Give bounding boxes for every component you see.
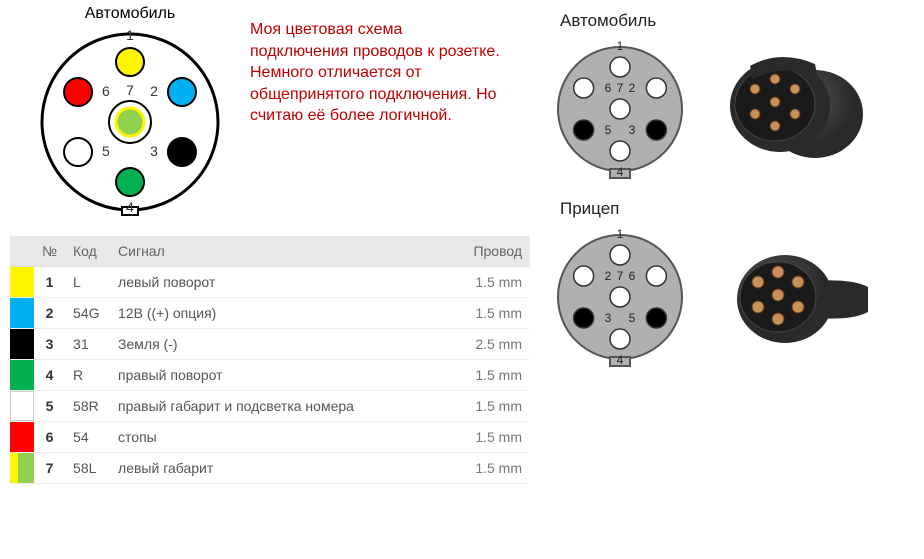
socket-photo [720,44,870,174]
table-row: 4Rправый поворот1.5 mm [10,360,530,391]
svg-text:6: 6 [629,269,636,283]
svg-text:7: 7 [617,269,624,283]
svg-text:3: 3 [150,143,158,159]
table-header: Код [65,236,110,267]
ref-car-diagram: 1 2 3 4 5 67 [550,39,690,179]
description-text: Моя цветовая схема подключения проводов … [250,5,500,222]
svg-text:4: 4 [617,165,624,179]
ref-title-trailer: Прицеп [560,199,914,219]
ref-group-trailer: Прицеп 1 6 5 4 3 27 [550,199,914,367]
wiring-table: №КодСигналПровод 1Lлевый поворот1.5 mm25… [10,236,530,484]
svg-text:2: 2 [150,83,158,99]
table-row: 1Lлевый поворот1.5 mm [10,267,530,298]
svg-text:4: 4 [126,199,134,215]
table-header: Провод [460,236,530,267]
svg-text:5: 5 [629,311,636,325]
table-header [10,236,34,267]
svg-text:5: 5 [605,123,612,137]
ref-title-car: Автомобиль [560,11,914,31]
svg-text:1: 1 [617,39,624,53]
ref-group-car: Автомобиль 1 2 3 4 5 67 [550,11,914,179]
plug-photo [720,232,870,362]
svg-text:3: 3 [629,123,636,137]
table-row: 758Lлевый габарит1.5 mm [10,453,530,484]
main-connector-title: Автомобиль [10,5,250,23]
svg-text:4: 4 [617,353,624,367]
svg-text:6: 6 [605,81,612,95]
table-row: 654стопы1.5 mm [10,422,530,453]
table-row: 331Земля (-)2.5 mm [10,329,530,360]
svg-text:7: 7 [126,82,134,98]
ref-trailer-diagram: 1 6 5 4 3 27 [550,227,690,367]
svg-text:1: 1 [126,27,134,43]
svg-text:1: 1 [617,227,624,241]
table-row: 254G12В ((+) опция)1.5 mm [10,298,530,329]
table-header: Сигнал [110,236,460,267]
main-connector-diagram: Автомобиль 1 2 3 4 5 67 [10,5,250,222]
svg-text:5: 5 [102,143,110,159]
table-header: № [34,236,65,267]
table-row: 558Rправый габарит и подсветка номера1.5… [10,391,530,422]
svg-text:2: 2 [605,269,612,283]
svg-text:2: 2 [629,81,636,95]
main-connector-svg: 1 2 3 4 5 67 [20,27,240,217]
svg-text:6: 6 [102,83,110,99]
svg-text:3: 3 [605,311,612,325]
svg-text:7: 7 [617,81,624,95]
